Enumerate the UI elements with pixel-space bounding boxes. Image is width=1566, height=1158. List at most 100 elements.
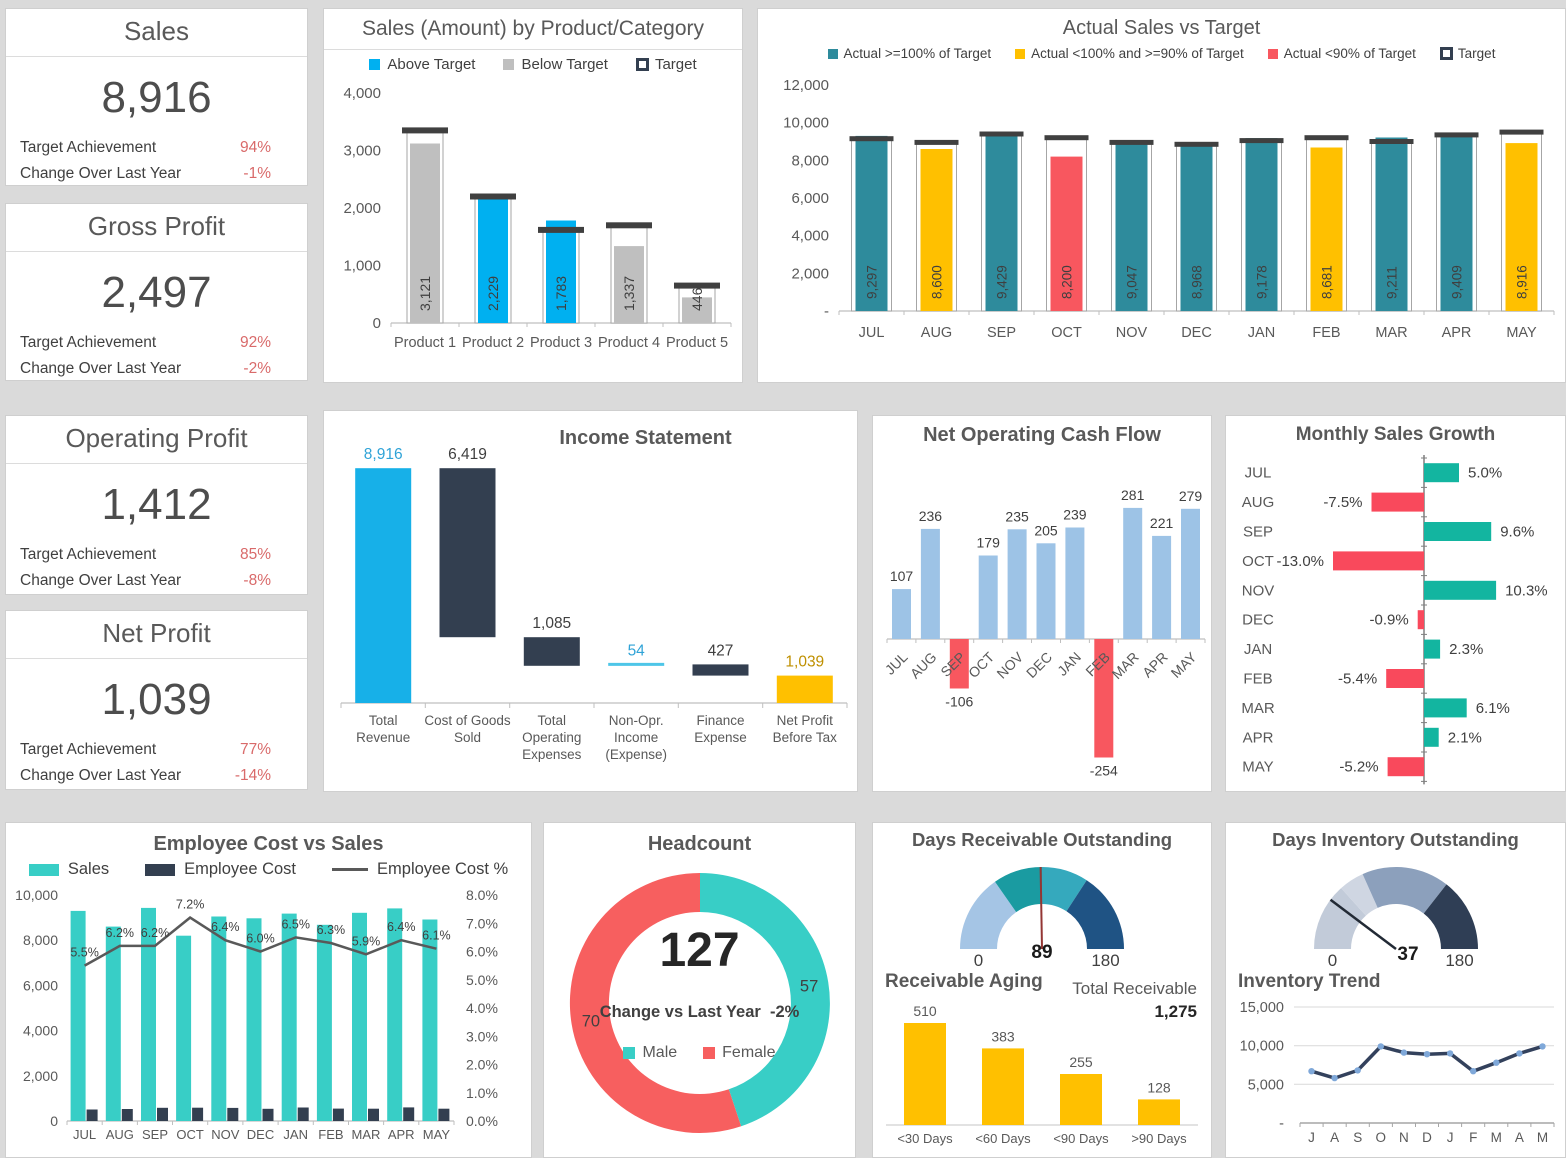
svg-text:128: 128 <box>1147 1079 1171 1095</box>
kpi-row-label: Change Over Last Year <box>20 165 182 182</box>
svg-text:2.0%: 2.0% <box>466 1057 498 1073</box>
legend-swatch-icon <box>1015 48 1026 59</box>
svg-text:<90 Days: <90 Days <box>1053 1131 1109 1146</box>
svg-text:2,000: 2,000 <box>22 1068 57 1084</box>
legend-swatch-icon <box>145 863 176 876</box>
sales-growth-chart: JUL 5.0% AUG -7.5% SEP 9.6% OCT -13.0%NOV 10.3% D… <box>1241 455 1548 785</box>
chart-title: Net Operating Cash Flow <box>923 424 1161 446</box>
legend-label: Target <box>1457 46 1496 61</box>
chart-legend: Actual >=100% of Target Actual <100% and… <box>758 42 1565 61</box>
receivable-aging-chart: 510 <30 Days 383 <60 Days 255 <90 Days 128 >90 … <box>886 1003 1198 1146</box>
legend-swatch-icon <box>703 1047 716 1059</box>
svg-text:6.1%: 6.1% <box>422 929 451 943</box>
panel-sales-growth: Monthly Sales Growth JUL 5.0% AUG -7.5% SEP 9… <box>1225 415 1566 792</box>
chart-title: Income Statement <box>559 427 732 449</box>
headcount-total: 127 <box>659 924 740 977</box>
svg-text:Total: Total <box>369 713 398 728</box>
total-receivable-label: Total Receivable <box>1072 979 1197 998</box>
kpi-value: 1,039 <box>101 675 212 724</box>
legend-label: Male <box>642 1044 678 1061</box>
kpi-row: Change Over Last Year -8% <box>6 568 307 594</box>
headcount-change-note: Change vs Last Year -2% <box>544 1003 855 1022</box>
svg-text:JAN: JAN <box>1244 641 1272 658</box>
svg-text:-5.2%: -5.2% <box>1339 759 1378 776</box>
svg-text:-106: -106 <box>945 694 973 710</box>
svg-text:8.0%: 8.0% <box>466 887 498 903</box>
svg-text:MAR: MAR <box>1375 325 1407 341</box>
svg-text:5.0%: 5.0% <box>1468 465 1502 482</box>
svg-text:JUL: JUL <box>1245 465 1272 482</box>
svg-text:OCT: OCT <box>176 1127 204 1142</box>
svg-text:1,039: 1,039 <box>785 654 824 671</box>
headcount-center: 127 Change vs Last Year -2% Male Female <box>544 925 855 1062</box>
svg-text:37: 37 <box>1397 944 1418 965</box>
svg-text:0: 0 <box>50 1113 58 1129</box>
svg-text:9,429: 9,429 <box>994 265 1009 299</box>
svg-text:AUG: AUG <box>906 649 939 682</box>
svg-text:107: 107 <box>889 568 913 584</box>
chart-title: Monthly Sales Growth <box>1295 424 1496 445</box>
svg-text:4,000: 4,000 <box>343 85 381 102</box>
svg-text:-13.0%: -13.0% <box>1276 553 1324 570</box>
headcount-donut-chart: 57 70 <box>569 872 830 1133</box>
svg-text:DEC: DEC <box>1022 649 1054 681</box>
svg-text:6.3%: 6.3% <box>316 923 345 937</box>
svg-text:6.4%: 6.4% <box>386 920 415 934</box>
svg-text:446: 446 <box>689 287 705 311</box>
svg-text:Before Tax: Before Tax <box>773 730 838 745</box>
svg-text:3,121: 3,121 <box>417 276 433 311</box>
kpi-row-label: Change Over Last Year <box>20 572 182 589</box>
svg-text:2,229: 2,229 <box>485 276 501 311</box>
inventory-gauge-chart: 37 0 180 <box>1313 866 1478 970</box>
kpi-row-label: Target Achievement <box>20 334 157 351</box>
svg-text:MAY: MAY <box>422 1127 450 1142</box>
kpi-title: Operating Profit <box>6 416 307 464</box>
panel-actual-vs-target: Actual Sales vs Target Actual >=100% of … <box>757 8 1566 383</box>
svg-text:JUL: JUL <box>73 1127 96 1142</box>
legend-target-marker-icon <box>1439 47 1453 60</box>
svg-text:Net Profit: Net Profit <box>777 713 834 728</box>
svg-text:SEP: SEP <box>141 1127 167 1142</box>
kpi-row-value: 92% <box>239 334 271 351</box>
svg-text:1.0%: 1.0% <box>466 1085 498 1101</box>
svg-text:2,000: 2,000 <box>343 200 381 217</box>
chart-title: Employee Cost vs Sales <box>153 833 384 855</box>
panel-product-sales: Sales (Amount) by Product/Category Above… <box>323 8 743 383</box>
svg-text:239: 239 <box>1063 507 1087 523</box>
legend-label: Actual <90% of Target <box>1283 46 1416 61</box>
kpi-title: Sales <box>6 9 307 57</box>
svg-text:10,000: 10,000 <box>783 115 829 132</box>
kpi-row-value: -8% <box>243 572 271 589</box>
kpi-card-gross-profit: Gross Profit 2,497 Target Achievement 92%… <box>5 203 308 381</box>
kpi-row: Target Achievement 77% <box>6 737 307 763</box>
svg-text:1,337: 1,337 <box>621 276 637 311</box>
svg-text:Revenue: Revenue <box>356 730 410 745</box>
kpi-row: Target Achievement 85% <box>6 542 307 568</box>
svg-text:383: 383 <box>991 1028 1015 1044</box>
svg-text:6.5%: 6.5% <box>281 917 310 931</box>
svg-text:APR: APR <box>1243 729 1274 746</box>
svg-text:NOV: NOV <box>1242 582 1275 599</box>
legend-label: Target <box>654 56 697 73</box>
svg-text:<60 Days: <60 Days <box>975 1131 1031 1146</box>
legend-item-female: Female <box>703 1044 776 1062</box>
legend-item-employee-cost-pct: Employee Cost % <box>332 860 508 879</box>
svg-text:JUL: JUL <box>859 325 885 341</box>
svg-text:427: 427 <box>708 642 734 659</box>
legend-label: Female <box>722 1044 776 1061</box>
legend-item-ge90: Actual <100% and >=90% of Target <box>1015 46 1244 61</box>
svg-text:7.0%: 7.0% <box>466 915 498 931</box>
svg-text:5.9%: 5.9% <box>351 934 380 948</box>
svg-text:1,000: 1,000 <box>343 258 381 275</box>
svg-text:54: 54 <box>628 642 646 659</box>
svg-text:-0.9%: -0.9% <box>1370 612 1409 629</box>
svg-text:205: 205 <box>1034 522 1058 538</box>
svg-text:AUG: AUG <box>921 325 952 341</box>
kpi-value: 1,412 <box>101 480 212 529</box>
svg-text:1,783: 1,783 <box>553 276 569 311</box>
legend-item-target: Target <box>635 56 697 73</box>
svg-text:(Expense): (Expense) <box>605 747 667 762</box>
kpi-row-value: 94% <box>239 139 271 156</box>
